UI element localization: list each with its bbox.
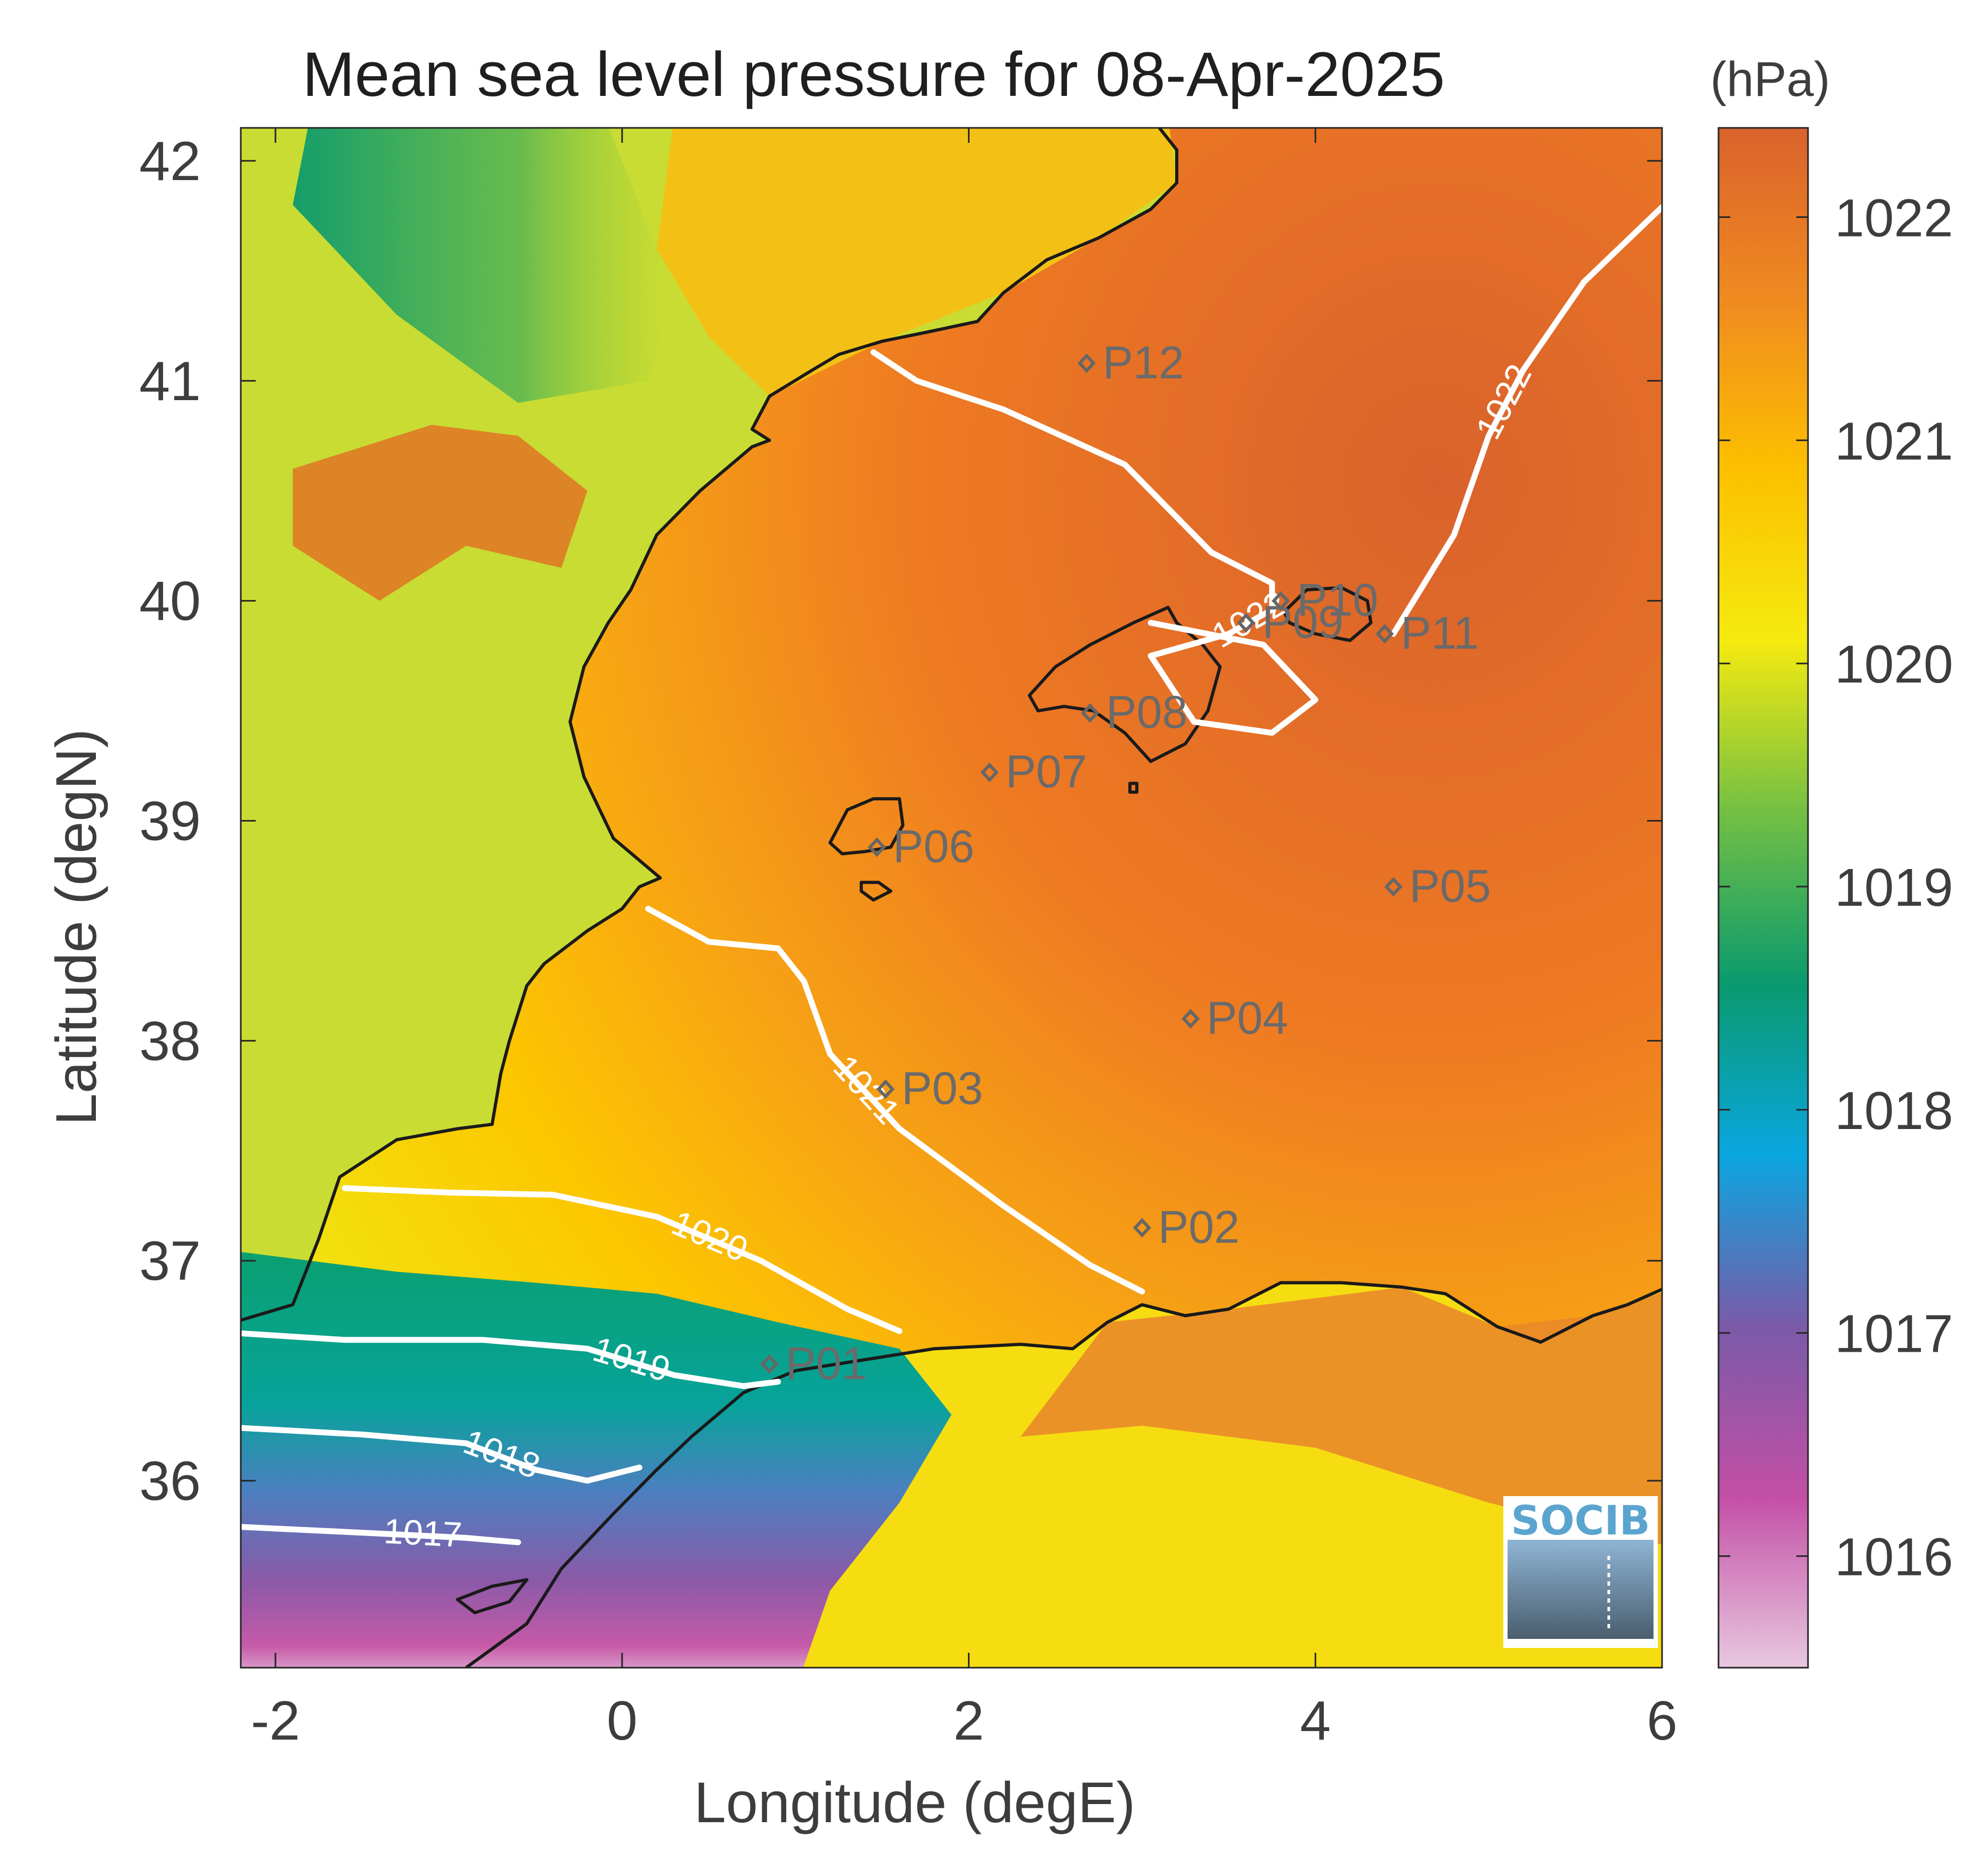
- coastline-menorca: [1282, 586, 1373, 642]
- station-marker-P05: [1384, 876, 1403, 897]
- coastline-alboran-island: [455, 1578, 528, 1614]
- colorbar-gradient: [1717, 127, 1809, 1669]
- x-axis: -2 0 2 4 6: [251, 128, 1677, 1752]
- station-marker-P11: [1375, 624, 1394, 644]
- station-label-P02: P02: [1158, 1201, 1240, 1253]
- station-marker-P04: [1181, 1009, 1200, 1029]
- x-tick-label: 6: [1647, 1690, 1677, 1752]
- station-marker-P07: [980, 762, 999, 783]
- isobars: [241, 204, 1662, 1546]
- land-africa-orange: [1021, 1287, 1662, 1545]
- isobar-label-1017: 1017: [383, 1511, 463, 1554]
- coastlines: [241, 128, 1662, 1668]
- colorbar-tick-label: 1021: [1835, 411, 1953, 471]
- station-marker-P08: [1081, 703, 1100, 723]
- station-marker-P09: [1237, 613, 1256, 633]
- station-label-P07: P07: [1006, 746, 1087, 798]
- station-label-P04: P04: [1207, 993, 1288, 1044]
- land-inland-high-pressure: [292, 425, 588, 601]
- coastline-africa: [465, 1281, 1662, 1668]
- isobar-1022: [1390, 204, 1662, 637]
- station-label-P03: P03: [901, 1063, 983, 1114]
- station-label-P08: P08: [1106, 687, 1187, 738]
- plot-frame: [240, 127, 1663, 1669]
- isobar-1019: [241, 1330, 781, 1389]
- isobar-1021: [645, 906, 1145, 1295]
- x-axis-label: Longitude (degE): [694, 1770, 1136, 1834]
- station-label-P12: P12: [1103, 337, 1184, 388]
- isobar-1020: [341, 1185, 902, 1334]
- land-catalonia: [656, 128, 1177, 396]
- station-label-P06: P06: [893, 821, 974, 872]
- station-marker-P01: [760, 1354, 779, 1374]
- y-tick-label: 38: [139, 1010, 201, 1072]
- colorbar-tick-label: 1020: [1835, 635, 1953, 694]
- y-tick-label: 41: [139, 351, 201, 412]
- y-axis-label: Latitude (degN): [44, 729, 108, 1125]
- colorbar-tick-label: 1022: [1835, 189, 1953, 248]
- y-tick-label: 39: [139, 791, 201, 852]
- colorbar: 1016 1017 1018 1019 1020 1021 1022: [1717, 127, 1953, 1669]
- isobar-1017: [241, 1524, 522, 1546]
- coastline-formentera: [859, 881, 893, 902]
- station-label-P10: P10: [1297, 575, 1378, 626]
- y-tick-label: 42: [139, 131, 201, 192]
- colorbar-tick-label: 1016: [1835, 1528, 1953, 1587]
- station-label-P01: P01: [785, 1338, 867, 1389]
- x-tick-label: -2: [251, 1690, 300, 1752]
- coastline-ibiza: [828, 797, 905, 856]
- y-axis: 36 37 38 39 40 41 42: [139, 131, 1662, 1512]
- land-high-relief: [292, 128, 674, 403]
- station-marker-P02: [1133, 1217, 1151, 1238]
- coastline-iberia: [241, 128, 1178, 1322]
- station-marker-P03: [876, 1079, 895, 1099]
- colorbar-tick-label: 1019: [1835, 858, 1953, 917]
- pressure-heatmap: [241, 128, 1662, 1668]
- socib-logo-text: SOCIB: [1511, 1497, 1650, 1544]
- station-marker-P12: [1077, 353, 1096, 373]
- low-pressure-band: [241, 1252, 951, 1668]
- station-marker-P10: [1272, 591, 1290, 611]
- station-label-P11: P11: [1400, 608, 1479, 659]
- y-tick-label: 40: [139, 571, 201, 632]
- socib-logo: SOCIB: [1503, 1496, 1658, 1648]
- x-tick-label: 4: [1300, 1690, 1331, 1752]
- colorbar-unit-label: (hPa): [1711, 52, 1830, 107]
- colorbar-tick-label: 1017: [1835, 1304, 1953, 1364]
- isobar-1018: [241, 1425, 642, 1484]
- y-tick-label: 37: [139, 1230, 201, 1292]
- land-iberia: [241, 128, 1177, 1320]
- chart-title: Mean sea level pressure for 08-Apr-2025: [303, 39, 1445, 110]
- coastline-cabrera: [1128, 782, 1139, 794]
- colorbar-tick-label: 1018: [1835, 1081, 1953, 1141]
- station-marker-P06: [867, 837, 886, 857]
- station-label-P05: P05: [1410, 860, 1491, 912]
- y-tick-label: 36: [139, 1450, 201, 1512]
- x-tick-label: 0: [607, 1690, 638, 1752]
- x-tick-label: 2: [954, 1690, 984, 1752]
- coastline-mallorca: [1028, 606, 1222, 763]
- station-label-P09: P09: [1262, 597, 1343, 648]
